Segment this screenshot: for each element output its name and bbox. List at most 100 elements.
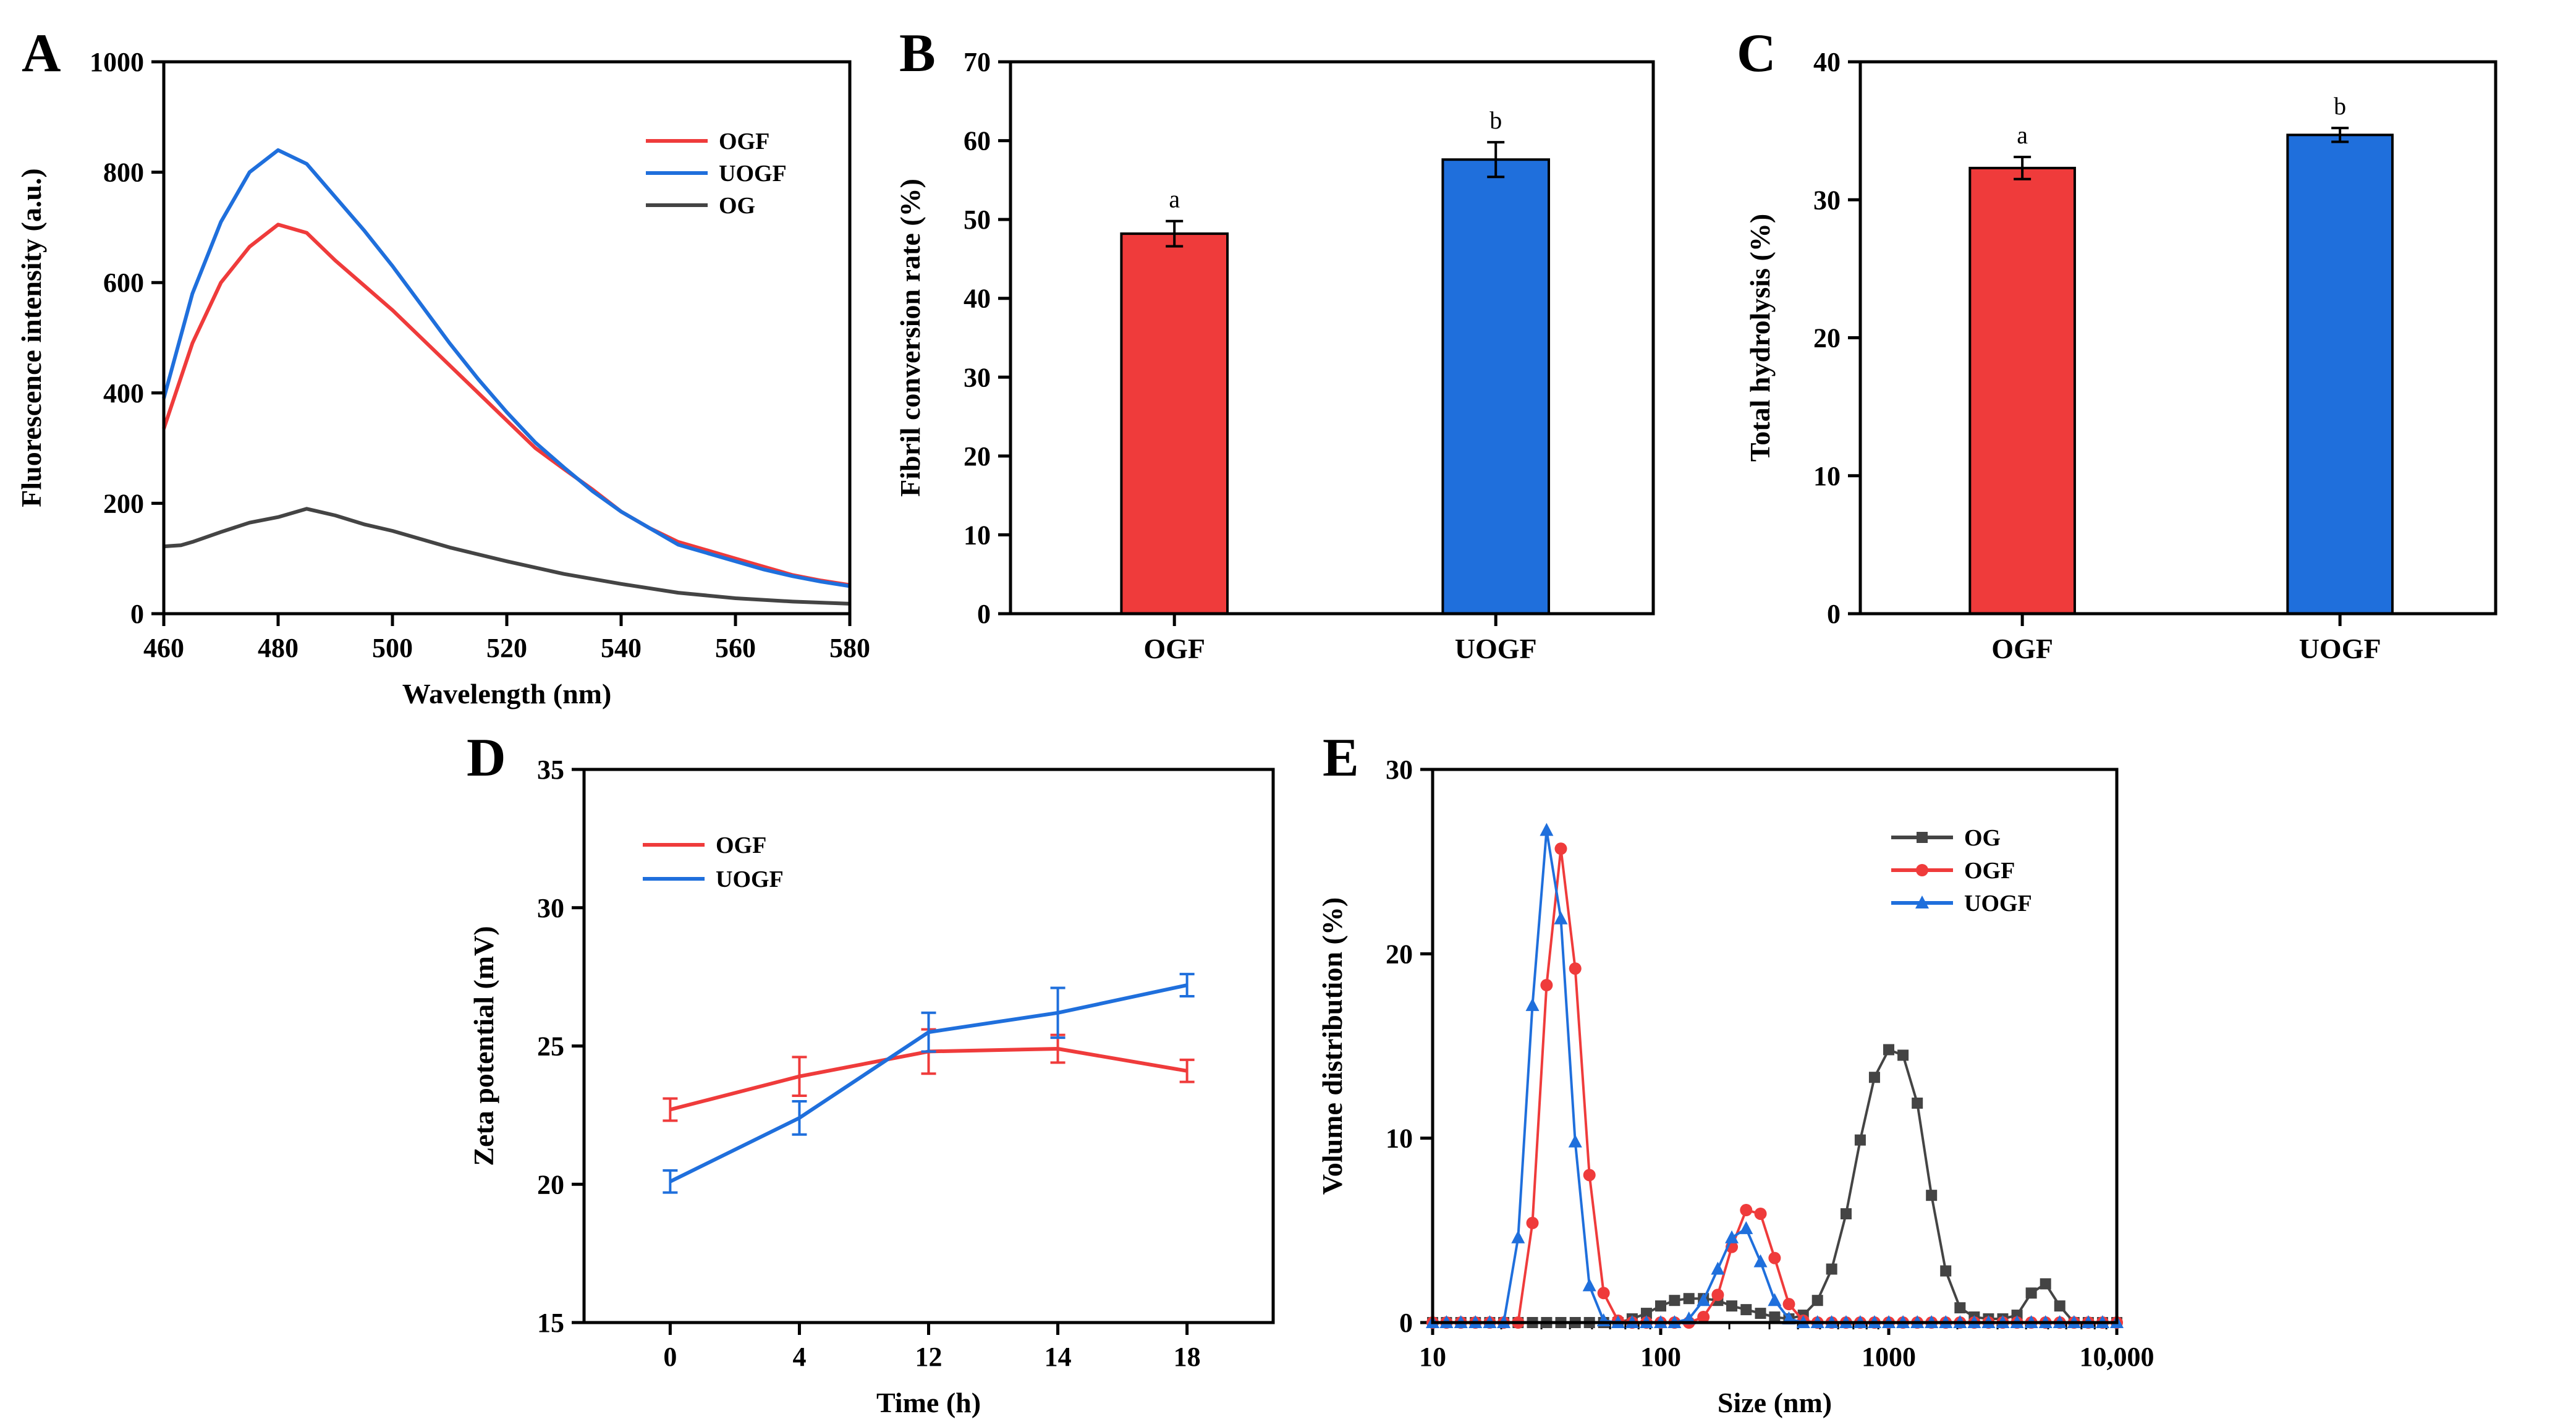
x-tick-label: 14 — [1044, 1342, 1072, 1372]
data-point-ogf — [1711, 1289, 1724, 1302]
data-point-og — [2025, 1287, 2037, 1299]
data-point-uogf — [1540, 823, 1554, 836]
data-point-og — [1683, 1293, 1695, 1305]
legend: OGF UOGF — [643, 832, 784, 892]
legend-entry: UOGF — [719, 161, 787, 187]
y-tick-label: 40 — [1813, 47, 1841, 77]
x-category-label: UOGF — [2299, 633, 2381, 664]
data-point-og — [1826, 1263, 1837, 1275]
plot-frame — [1858, 60, 2498, 616]
y-tick-label: 0 — [1827, 599, 1841, 629]
data-point-og — [1954, 1302, 1966, 1314]
data-point-uogf — [1739, 1221, 1753, 1234]
legend-marker — [1915, 896, 1929, 908]
data-point-og — [1854, 1134, 1866, 1146]
y-tick-label: 10 — [964, 520, 991, 550]
x-tick-label: 12 — [915, 1342, 943, 1372]
data-point-uogf — [1582, 1278, 1596, 1292]
data-point-uogf — [1725, 1230, 1739, 1243]
data-point-og — [1726, 1300, 1738, 1312]
y-tick-label: 40 — [964, 284, 991, 314]
panel-d: 15 20 25 30 35 Zeta potential (mV) 0 4 12 14 18 Tim… — [467, 728, 1275, 1418]
y-axis-title: Fibril conversion rate (%) — [894, 179, 926, 497]
data-point-og — [2054, 1300, 2065, 1312]
panel-b: 0 10 20 30 40 50 60 70 Fibril conversion rate (%… — [894, 23, 1655, 664]
significance-label: b — [1489, 106, 1502, 134]
panel-a: 0 200 400 600 800 1000 Fluorescence intensity … — [15, 23, 870, 709]
y-tick-label: 10 — [1386, 1124, 1413, 1154]
data-point-og — [1655, 1300, 1666, 1312]
data-point-uogf — [1753, 1254, 1768, 1268]
panel-label-b: B — [899, 23, 936, 83]
x-axis-title: Wavelength (nm) — [402, 678, 612, 709]
plot-frame — [1431, 768, 2119, 1324]
y-tick-label: 200 — [103, 488, 144, 519]
panel-label-e: E — [1323, 728, 1359, 788]
y-tick-label: 800 — [103, 158, 144, 188]
y-tick-label: 30 — [537, 893, 564, 923]
x-axis-title: Time (h) — [876, 1387, 981, 1418]
x-category-label: OGF — [1991, 633, 2053, 664]
y-axis-title: Fluorescence intensity (a.u.) — [15, 168, 47, 507]
y-axis-title: Total hydrolysis (%) — [1744, 214, 1776, 462]
plot-frame — [1009, 60, 1655, 616]
panel-label-d: D — [467, 728, 506, 788]
bar-ogf — [1968, 166, 2076, 615]
legend-marker — [1917, 832, 1928, 843]
data-point-og — [1883, 1044, 1894, 1056]
data-point-og — [1912, 1097, 1923, 1109]
legend-entry: OGF — [1964, 858, 2015, 884]
legend-entry: UOGF — [1964, 891, 2032, 917]
y-tick-label: 600 — [103, 268, 144, 298]
data-point-og — [1840, 1208, 1852, 1219]
y-tick-label: 20 — [1386, 939, 1413, 969]
data-point-ogf — [1782, 1298, 1795, 1311]
data-point-ogf — [1540, 979, 1553, 992]
data-point-uogf — [1768, 1293, 1782, 1306]
data-point-ogf — [1569, 962, 1582, 975]
data-point-ogf — [1768, 1251, 1781, 1264]
x-tick-label: 18 — [1174, 1342, 1201, 1372]
x-tick-label: 10 — [1419, 1342, 1446, 1372]
y-tick-label: 30 — [964, 362, 991, 392]
y-tick-label: 60 — [964, 126, 991, 156]
data-point-uogf — [1511, 1230, 1525, 1243]
legend-entry: OGF — [716, 832, 766, 858]
significance-label: a — [2017, 121, 2028, 149]
series-line-uogf — [162, 148, 850, 588]
x-tick-label: 100 — [1640, 1342, 1681, 1372]
bar-uogf — [2286, 133, 2394, 615]
series-line-ogf — [1433, 849, 2117, 1324]
data-point-og — [1897, 1049, 1909, 1061]
panel-label-a: A — [22, 23, 61, 83]
data-point-uogf — [1525, 997, 1540, 1011]
y-tick-label: 15 — [537, 1308, 564, 1338]
x-tick-label: 560 — [715, 633, 756, 663]
x-category-label: UOGF — [1455, 633, 1537, 664]
legend-entry: UOGF — [716, 866, 784, 892]
bar-ogf — [1120, 232, 1229, 615]
data-point-uogf — [1711, 1261, 1725, 1275]
data-point-uogf — [1697, 1293, 1711, 1306]
y-tick-label: 35 — [537, 755, 564, 785]
data-point-og — [2040, 1278, 2051, 1290]
data-point-og — [1740, 1304, 1752, 1316]
data-point-ogf — [1554, 842, 1567, 855]
plot-frame — [582, 768, 1275, 1324]
x-category-label: OGF — [1143, 633, 1205, 664]
x-tick-label: 480 — [258, 633, 299, 663]
y-tick-label: 0 — [130, 599, 144, 629]
data-point-og — [1755, 1308, 1766, 1319]
legend-entry: OG — [719, 193, 755, 219]
legend: OGF UOGF OG — [646, 129, 787, 219]
y-tick-label: 10 — [1813, 461, 1841, 491]
bar-uogf — [1441, 158, 1550, 615]
x-tick-label: 520 — [486, 633, 527, 663]
significance-label: b — [2334, 92, 2346, 120]
data-point-uogf — [1568, 1134, 1582, 1148]
data-point-ogf — [1583, 1169, 1596, 1182]
legend-entry: OGF — [719, 129, 769, 155]
data-point-og — [1868, 1072, 1880, 1083]
